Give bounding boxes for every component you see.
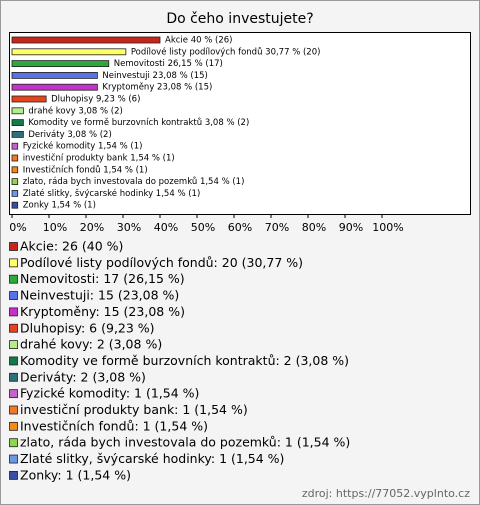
legend-label: Akcie: 26 (40 %) bbox=[20, 239, 123, 254]
source: zdroj: https://77052.vyplnto.cz bbox=[302, 487, 470, 500]
legend-swatch bbox=[9, 258, 18, 268]
bar-label: zlato, ráda bych investovala do pozemků … bbox=[23, 176, 245, 187]
bar bbox=[11, 36, 161, 44]
bar-label: investiční produkty bank 1,54 % (1) bbox=[23, 153, 175, 164]
chart-title: Do čeho investujete? bbox=[166, 11, 313, 27]
bar bbox=[11, 142, 19, 150]
legend-swatch bbox=[9, 454, 18, 464]
x-tick-label: 10% bbox=[43, 221, 67, 234]
bar bbox=[11, 72, 98, 79]
bar-label: Zlaté slitky, švýcarské hodinky 1,54 % (… bbox=[23, 188, 201, 199]
x-tick-label: 50% bbox=[191, 221, 215, 234]
bar-label: Kryptoměny 23,08 % (15) bbox=[102, 83, 212, 93]
legend-swatch bbox=[9, 242, 18, 251]
legend-label: Zonky: 1 (1,54 %) bbox=[20, 467, 131, 482]
legend-label: Kryptoměny: 15 (23,08 %) bbox=[20, 304, 185, 319]
legend-swatch bbox=[9, 356, 18, 366]
legend-swatch bbox=[9, 274, 18, 284]
legend-swatch bbox=[9, 421, 18, 431]
legend-swatch bbox=[9, 470, 18, 480]
bar-label: Investičních fondů 1,54 % (1) bbox=[23, 164, 148, 175]
bar bbox=[11, 178, 19, 186]
legend-label: Dluhopisy: 6 (9,23 %) bbox=[20, 320, 155, 335]
bar bbox=[11, 119, 24, 126]
bar bbox=[11, 166, 19, 174]
x-tick-label: 20% bbox=[80, 221, 104, 234]
legend-label: Komodity ve formě burzovních kontraktů: … bbox=[20, 353, 349, 368]
legend-swatch bbox=[9, 340, 18, 350]
bar bbox=[11, 48, 127, 56]
bar-label: Deriváty 3,08 % (2) bbox=[28, 130, 111, 140]
x-tick-label: 70% bbox=[265, 221, 289, 234]
x-tick-label: 0% bbox=[9, 221, 26, 234]
legend-swatch bbox=[9, 389, 18, 399]
bar bbox=[11, 60, 110, 67]
x-tick-label: 30% bbox=[117, 221, 141, 234]
bar-label: Fyzické komodity 1,54 % (1) bbox=[23, 141, 143, 152]
legend-label: Investičních fondů: 1 (1,54 %) bbox=[20, 418, 208, 433]
bar bbox=[11, 107, 24, 115]
legend-label: Deriváty: 2 (3,08 %) bbox=[20, 369, 146, 384]
legend-label: drahé kovy: 2 (3,08 %) bbox=[20, 337, 162, 352]
bar bbox=[11, 201, 19, 209]
legend-label: Fyzické komodity: 1 (1,54 %) bbox=[20, 386, 199, 401]
bar-label: Komodity ve formě burzovních kontraktů 3… bbox=[28, 117, 249, 128]
legend-label: Podílové listy podílových fondů: 20 (30,… bbox=[20, 255, 303, 270]
bar-label: Zonky 1,54 % (1) bbox=[23, 201, 96, 211]
legend-label: zlato, ráda bych investovala do pozemků:… bbox=[20, 435, 350, 450]
x-tick-label: 80% bbox=[302, 221, 326, 234]
legend-swatch bbox=[9, 438, 18, 448]
legend-swatch bbox=[9, 291, 18, 300]
bar bbox=[11, 95, 47, 103]
bar-label: drahé kovy 3,08 % (2) bbox=[28, 105, 122, 116]
bar bbox=[11, 189, 19, 197]
bar-label: Podílové listy podílových fondů 30,77 % … bbox=[131, 46, 321, 57]
x-tick-label: 40% bbox=[154, 221, 178, 234]
legend-swatch bbox=[9, 405, 18, 415]
bar-label: Neinvestuji 23,08 % (15) bbox=[102, 71, 207, 81]
bar-label: Akcie 40 % (26) bbox=[165, 36, 232, 46]
bar bbox=[11, 154, 19, 162]
x-tick-label: 90% bbox=[339, 221, 363, 234]
legend-swatch bbox=[9, 323, 18, 333]
bar bbox=[11, 83, 98, 91]
x-tick-label: 60% bbox=[228, 221, 252, 234]
legend-label: Neinvestuji: 15 (23,08 %) bbox=[20, 288, 179, 303]
bar bbox=[11, 130, 24, 138]
bar-label: Nemovitosti 26,15 % (17) bbox=[114, 59, 223, 69]
bar-label: Dluhopisy 9,23 % (6) bbox=[51, 95, 140, 105]
legend-swatch bbox=[9, 307, 18, 317]
legend-swatch bbox=[9, 372, 18, 382]
legend-label: investiční produkty bank: 1 (1,54 %) bbox=[20, 402, 248, 417]
x-tick-label: 100% bbox=[372, 221, 403, 234]
legend-label: Zlaté slitky, švýcarské hodinky: 1 (1,54… bbox=[20, 451, 284, 466]
legend-label: Nemovitosti: 17 (26,15 %) bbox=[20, 271, 185, 286]
